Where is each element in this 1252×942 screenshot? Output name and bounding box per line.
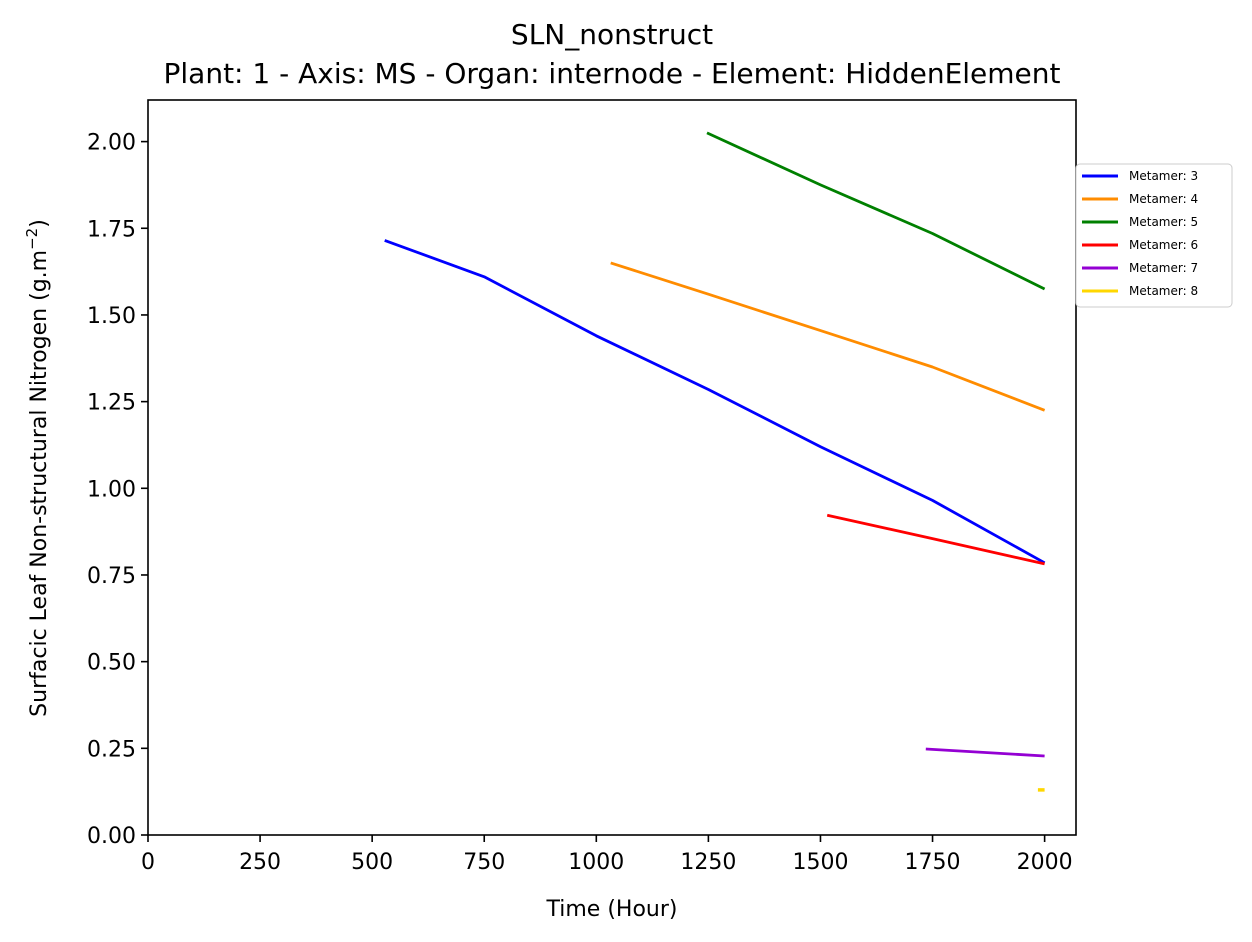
legend-label: Metamer: 7 (1129, 261, 1198, 275)
x-tick-label: 1750 (905, 850, 961, 875)
legend-label: Metamer: 5 (1129, 215, 1198, 229)
y-tick-label: 1.00 (87, 477, 136, 502)
legend-label: Metamer: 3 (1129, 169, 1198, 183)
x-axis: 0 250 500 750 1000 1250 1500 1750 2000 (141, 835, 1073, 875)
y-tick-label: 1.75 (87, 217, 136, 242)
x-tick-label: 0 (141, 850, 155, 875)
x-tick-label: 1250 (680, 850, 736, 875)
legend: Metamer: 3 Metamer: 4 Metamer: 5 Metamer: 6… (1075, 163, 1233, 308)
series-line-metamer-3 (384, 239, 1046, 565)
plot-area (147, 99, 1077, 836)
x-tick-label: 1000 (568, 850, 624, 875)
legend-label: Metamer: 6 (1129, 238, 1198, 252)
legend-label: Metamer: 4 (1129, 192, 1198, 206)
x-tick-label: 250 (239, 850, 281, 875)
plot-frame (147, 99, 1077, 836)
x-tick-label: 750 (463, 850, 505, 875)
series-line-metamer-7 (925, 747, 1045, 758)
x-tick-label: 1500 (792, 850, 848, 875)
y-axis-label-main: Surfacic Leaf Non-structural Nitrogen (g… (27, 250, 52, 717)
y-axis-label-superscript: −2 (23, 228, 41, 250)
y-tick-label: 0.75 (87, 564, 136, 589)
y-tick-label: 1.25 (87, 391, 136, 416)
series-line-metamer-6 (826, 513, 1045, 566)
y-axis-label: Surfacic Leaf Non-structural Nitrogen (g… (23, 219, 52, 717)
y-axis: 0.00 0.25 0.50 0.75 1.00 1.25 1.50 1.75 2.00 (87, 131, 148, 849)
y-tick-label: 2.00 (87, 131, 136, 156)
x-tick-label: 2000 (1017, 850, 1073, 875)
y-tick-label: 0.25 (87, 737, 136, 762)
x-tick-label: 500 (351, 850, 393, 875)
series-layer (384, 131, 1046, 792)
y-tick-label: 1.50 (87, 304, 136, 329)
x-axis-label: Time (Hour) (546, 897, 678, 922)
y-axis-label-close: ) (27, 219, 52, 228)
series-line-metamer-4 (610, 261, 1046, 412)
legend-label: Metamer: 8 (1129, 284, 1198, 298)
chart-title: SLN_nonstruct (511, 18, 713, 51)
y-tick-label: 0.50 (87, 651, 136, 676)
series-line-metamer-5 (706, 131, 1046, 291)
legend-items: Metamer: 3 Metamer: 4 Metamer: 5 Metamer: 6… (1082, 169, 1198, 298)
y-tick-label: 0.00 (87, 824, 136, 849)
chart-subtitle: Plant: 1 - Axis: MS - Organ: internode -… (164, 57, 1061, 90)
